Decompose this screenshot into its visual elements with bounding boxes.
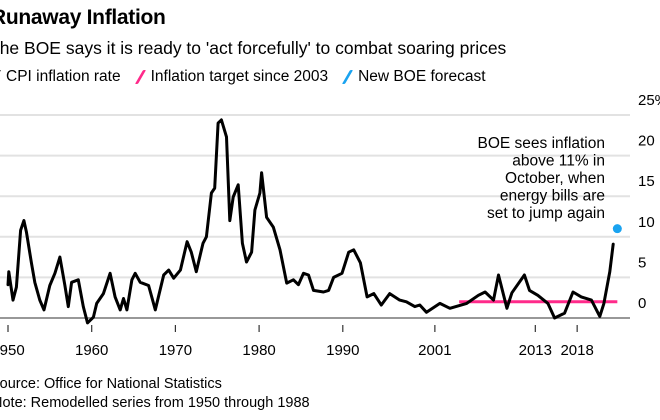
legend-item-forecast: New BOE forecast bbox=[340, 68, 486, 86]
x-tick-label: 2001 bbox=[418, 342, 451, 359]
annotation-line: October, when bbox=[505, 170, 605, 187]
legend-label: New BOE forecast bbox=[358, 68, 486, 85]
annotation-line: BOE sees inflation bbox=[477, 135, 605, 152]
x-tick-label: 1970 bbox=[159, 342, 192, 359]
y-tick-label: 0 bbox=[638, 295, 646, 312]
legend-item-target: Inflation target since 2003 bbox=[133, 68, 329, 86]
cpi-inflation-line bbox=[6, 118, 615, 325]
legend-label: Inflation target since 2003 bbox=[150, 68, 329, 85]
y-tick-label: 25% bbox=[638, 92, 660, 109]
y-tick-label: 5 bbox=[638, 254, 646, 271]
x-tick-label: 2018 bbox=[560, 342, 593, 359]
annotation-line: set to jump again bbox=[487, 205, 605, 222]
legend: CPI inflation rate Inflation target sinc… bbox=[0, 68, 498, 86]
x-tick-label: 2013 bbox=[519, 342, 552, 359]
x-tick-label: 1950 bbox=[0, 342, 25, 359]
chart-title: Runaway Inflation bbox=[0, 6, 166, 29]
x-tick-label: 1990 bbox=[326, 342, 359, 359]
boe-forecast-point bbox=[612, 224, 622, 234]
legend-label: CPI inflation rate bbox=[6, 68, 121, 85]
x-axis: 1950 1960 1970 1980 1990 2001 2013 2018 bbox=[0, 325, 594, 359]
annotation-line: above 11% in bbox=[512, 153, 605, 170]
y-axis: 0 5 10 15 20 25% bbox=[638, 92, 660, 312]
chart-subtitle: The BOE says it is ready to 'act forcefu… bbox=[0, 38, 507, 58]
x-tick-label: 1960 bbox=[75, 342, 108, 359]
footnote: Note: Remodelled series from 1950 throug… bbox=[0, 395, 310, 411]
y-tick-label: 15 bbox=[638, 173, 655, 190]
forecast-annotation: BOE sees inflation above 11% in October, w… bbox=[477, 135, 605, 222]
legend-item-cpi: CPI inflation rate bbox=[0, 68, 121, 86]
x-tick-label: 1980 bbox=[242, 342, 275, 359]
series-layer bbox=[6, 118, 622, 325]
y-tick-label: 20 bbox=[638, 133, 655, 150]
source-note: Source: Office for National Statistics bbox=[0, 376, 222, 392]
annotation-line: energy bills are bbox=[500, 188, 605, 205]
y-tick-label: 10 bbox=[638, 214, 655, 231]
